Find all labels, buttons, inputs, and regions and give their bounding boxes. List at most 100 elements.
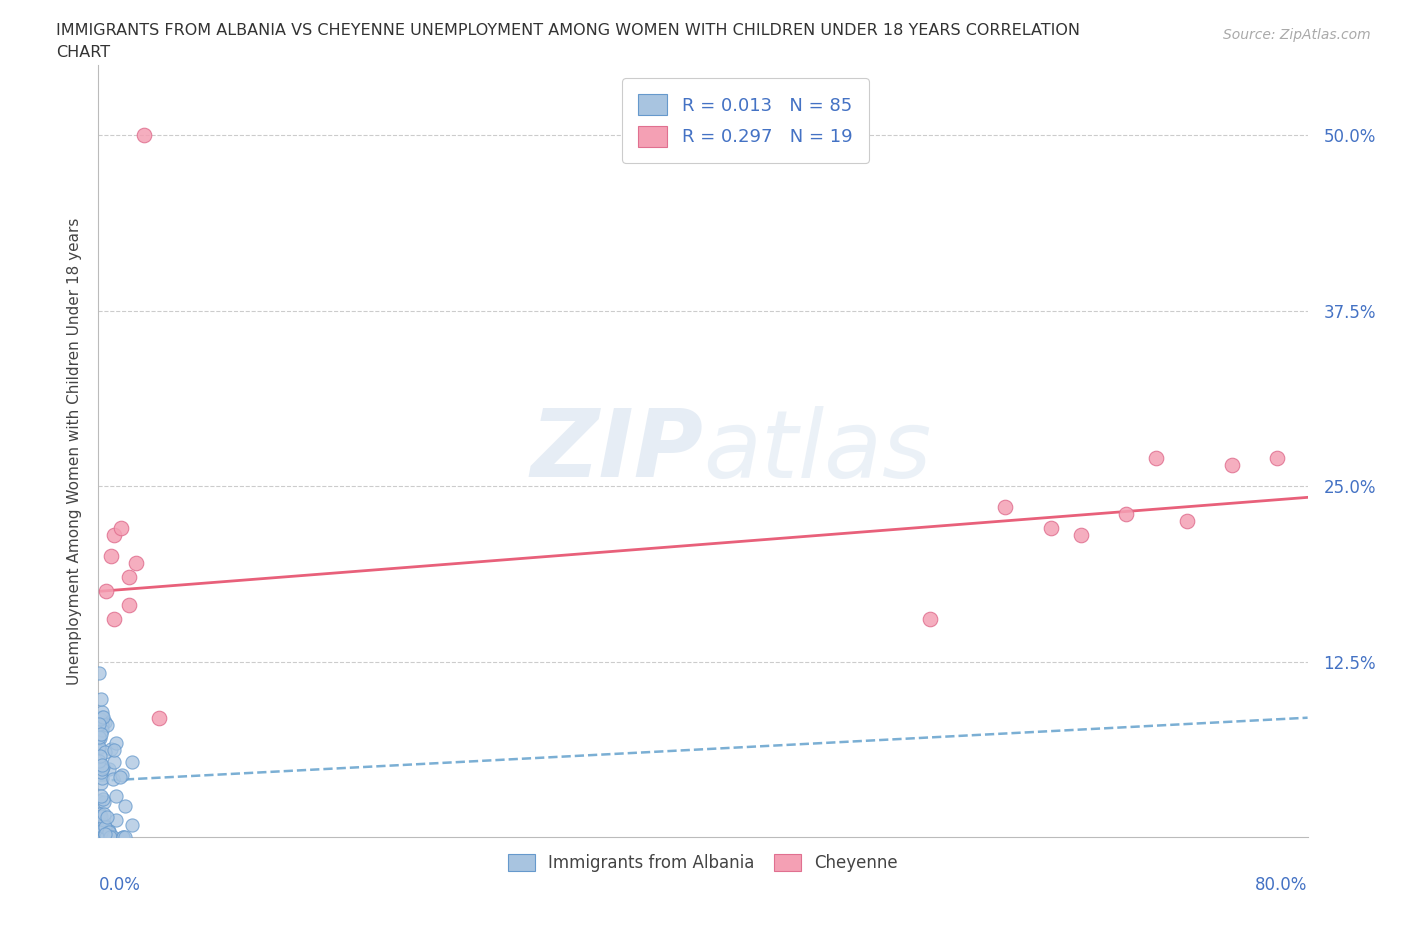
- Point: [91, 760, 114, 775]
- Point: [101, 830, 124, 844]
- Point: [1267, 451, 1289, 466]
- Point: [994, 499, 1017, 514]
- Text: Source: ZipAtlas.com: Source: ZipAtlas.com: [1223, 28, 1371, 42]
- Point: [111, 767, 134, 782]
- Point: [93, 792, 115, 807]
- Point: [89, 729, 111, 744]
- Point: [1039, 521, 1062, 536]
- Point: [90, 808, 112, 823]
- Point: [90, 824, 112, 839]
- Point: [103, 742, 125, 757]
- Point: [87, 753, 110, 768]
- Point: [1220, 458, 1243, 472]
- Point: [90, 789, 112, 804]
- Point: [96, 718, 118, 733]
- Point: [118, 598, 141, 613]
- Point: [91, 710, 114, 724]
- Point: [93, 794, 115, 809]
- Text: CHART: CHART: [56, 45, 110, 60]
- Y-axis label: Unemployment Among Women with Children Under 18 years: Unemployment Among Women with Children U…: [66, 218, 82, 684]
- Point: [90, 830, 112, 844]
- Point: [89, 731, 111, 746]
- Point: [148, 711, 170, 725]
- Point: [104, 813, 127, 828]
- Point: [90, 764, 112, 779]
- Point: [121, 754, 143, 769]
- Point: [98, 825, 121, 840]
- Point: [93, 745, 115, 760]
- Text: ZIP: ZIP: [530, 405, 703, 497]
- Point: [918, 612, 941, 627]
- Point: [89, 806, 111, 821]
- Point: [90, 762, 112, 777]
- Point: [114, 830, 136, 844]
- Point: [87, 825, 110, 840]
- Point: [112, 830, 135, 844]
- Point: [93, 819, 115, 834]
- Text: 0.0%: 0.0%: [98, 876, 141, 894]
- Point: [87, 666, 110, 681]
- Point: [100, 549, 122, 564]
- Point: [91, 828, 114, 843]
- Point: [96, 809, 118, 824]
- Point: [108, 769, 131, 784]
- Point: [98, 830, 121, 844]
- Point: [93, 806, 115, 821]
- Point: [98, 826, 121, 841]
- Point: [89, 830, 111, 844]
- Point: [105, 789, 128, 804]
- Text: atlas: atlas: [703, 405, 931, 497]
- Point: [93, 830, 115, 844]
- Point: [94, 827, 117, 842]
- Point: [1070, 528, 1092, 543]
- Point: [87, 823, 110, 838]
- Point: [90, 830, 112, 844]
- Point: [98, 823, 121, 838]
- Point: [1144, 451, 1167, 466]
- Point: [90, 726, 112, 741]
- Point: [98, 762, 121, 777]
- Point: [90, 710, 112, 724]
- Point: [101, 771, 124, 786]
- Point: [132, 127, 155, 142]
- Point: [93, 830, 115, 844]
- Point: [89, 830, 111, 844]
- Point: [89, 830, 111, 844]
- Point: [90, 723, 112, 737]
- Point: [93, 830, 115, 844]
- Point: [90, 830, 112, 844]
- Point: [87, 825, 110, 840]
- Point: [93, 829, 115, 844]
- Text: IMMIGRANTS FROM ALBANIA VS CHEYENNE UNEMPLOYMENT AMONG WOMEN WITH CHILDREN UNDER: IMMIGRANTS FROM ALBANIA VS CHEYENNE UNEM…: [56, 23, 1080, 38]
- Point: [125, 556, 148, 571]
- Point: [89, 711, 111, 726]
- Legend: Immigrants from Albania, Cheyenne: Immigrants from Albania, Cheyenne: [502, 847, 904, 879]
- Point: [87, 794, 110, 809]
- Point: [103, 612, 125, 627]
- Point: [89, 824, 111, 839]
- Point: [90, 691, 112, 706]
- Point: [90, 830, 112, 844]
- Point: [91, 758, 114, 773]
- Point: [90, 771, 112, 786]
- Point: [87, 741, 110, 756]
- Point: [103, 528, 125, 543]
- Point: [104, 736, 127, 751]
- Point: [90, 776, 112, 790]
- Point: [89, 826, 111, 841]
- Point: [94, 830, 117, 844]
- Point: [87, 739, 110, 754]
- Point: [89, 749, 111, 764]
- Point: [1175, 513, 1198, 528]
- Point: [90, 824, 112, 839]
- Point: [94, 830, 117, 844]
- Point: [89, 823, 111, 838]
- Point: [111, 830, 134, 844]
- Text: 80.0%: 80.0%: [1256, 876, 1308, 894]
- Point: [101, 830, 124, 844]
- Point: [89, 717, 111, 732]
- Point: [98, 830, 121, 844]
- Point: [94, 714, 117, 729]
- Point: [1115, 507, 1137, 522]
- Point: [94, 584, 117, 599]
